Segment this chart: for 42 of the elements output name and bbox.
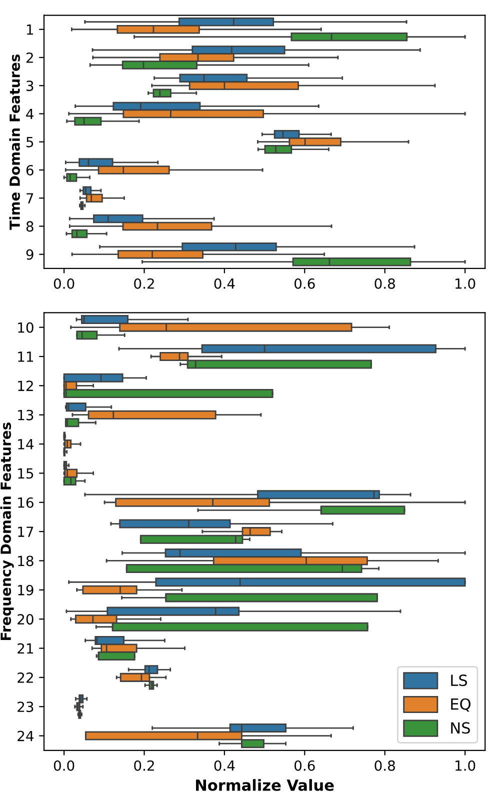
x-tick-label: 1.0 [456, 278, 476, 289]
x-tick-label: 0.8 [374, 760, 395, 771]
y-tick-label: 1 [26, 24, 34, 35]
y-tick-label: 15 [18, 468, 34, 479]
x-tick-label: 0.2 [134, 760, 154, 771]
x-tick-label: 0.0 [54, 278, 74, 289]
legend-label: EQ [451, 698, 470, 712]
x-tick-label: 0.0 [54, 760, 74, 771]
y-axis-title: Time Domain Features [9, 54, 20, 230]
y-tick-label: 11 [18, 352, 34, 362]
y-tick-label: 16 [18, 497, 34, 508]
y-tick-label: 23 [18, 702, 34, 712]
x-tick-label: 0.8 [374, 278, 395, 289]
x-tick-label: 0.6 [294, 278, 315, 289]
y-tick-label: 4 [26, 108, 34, 120]
y-tick-label: 2 [26, 52, 33, 63]
y-tick-label: 20 [18, 614, 34, 625]
y-tick-label: 17 [18, 526, 34, 537]
y-tick-label: 18 [18, 556, 34, 566]
y-tick-label: 9 [26, 249, 34, 260]
y-tick-label: 19 [18, 584, 34, 596]
legend-label: NS [451, 722, 470, 734]
y-tick-label: 5 [26, 137, 34, 148]
x-axis-title: Normalize Value [196, 779, 334, 791]
x-tick-label: 0.4 [214, 760, 235, 771]
y-tick-label: 8 [26, 221, 34, 232]
y-tick-label: 7 [26, 193, 34, 204]
y-tick-label: 6 [26, 164, 34, 176]
x-tick-label: 0.6 [294, 760, 315, 771]
legend-label: LS [451, 674, 468, 686]
y-tick-label: 22 [18, 672, 33, 683]
y-tick-label: 3 [26, 80, 34, 92]
x-tick-label: 0.2 [134, 278, 154, 289]
y-tick-label: 24 [18, 730, 34, 742]
y-tick-label: 12 [18, 380, 33, 391]
y-axis-title: Frequency Domain Features [0, 422, 14, 640]
y-tick-label: 10 [18, 322, 34, 333]
y-tick-label: 14 [18, 439, 34, 450]
x-tick-label: 0.4 [214, 278, 235, 289]
x-tick-label: 1.0 [456, 760, 476, 771]
y-tick-label: 21 [18, 643, 34, 654]
y-tick-label: 13 [18, 410, 34, 420]
